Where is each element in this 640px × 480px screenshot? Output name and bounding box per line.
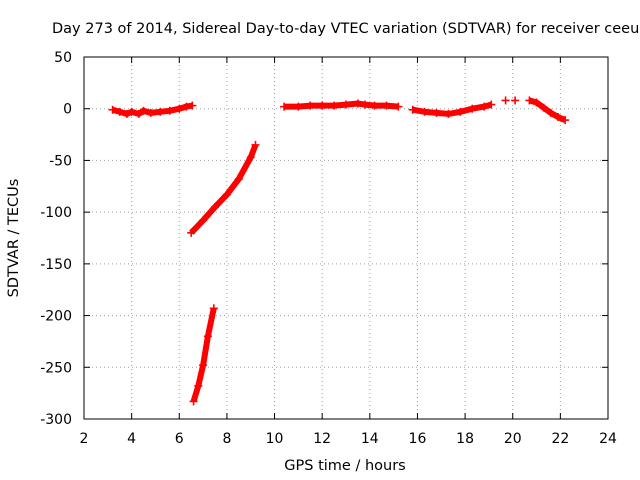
x-tick-label: 24	[599, 431, 617, 447]
y-tick-label: -300	[40, 412, 72, 428]
data-point	[539, 103, 548, 112]
x-tick-label: 18	[456, 431, 474, 447]
data-point	[127, 107, 136, 116]
data-trace	[190, 307, 217, 403]
series-segment-4	[280, 99, 403, 111]
data-point	[234, 175, 243, 184]
data-point	[246, 153, 255, 162]
x-axis-label: GPS time / hours	[284, 458, 405, 474]
series-segment-7	[525, 96, 570, 125]
data-point	[342, 100, 350, 109]
data-point	[432, 108, 441, 117]
data-point	[456, 107, 465, 116]
data-point	[203, 332, 212, 341]
data-point	[546, 108, 555, 117]
data-point	[199, 361, 208, 370]
y-tick-label: -150	[40, 257, 72, 273]
plot-frame	[83, 56, 609, 420]
x-tick-label: 20	[504, 431, 522, 447]
y-tick-label: -50	[49, 153, 72, 169]
y-tick-label: 0	[63, 102, 72, 118]
data-point	[294, 102, 303, 111]
data-point	[382, 101, 391, 110]
data-point	[189, 397, 198, 406]
data-trace	[189, 143, 259, 235]
y-axis-ticks: -300 -250 -200 -150 -100 -50 0 50	[40, 50, 608, 428]
data-point	[122, 109, 131, 118]
data-point	[251, 140, 260, 149]
data-point	[353, 99, 362, 108]
x-tick-label: 14	[361, 431, 379, 447]
data-point	[115, 107, 124, 116]
x-tick-label: 4	[127, 431, 136, 447]
data-point	[408, 105, 417, 114]
series-segment-6	[501, 96, 520, 105]
data-point	[487, 100, 496, 109]
y-axis-label: SDTVAR / TECUs	[6, 179, 22, 298]
series-segment-3	[189, 304, 218, 406]
data-point	[280, 102, 289, 111]
chart-title: Day 273 of 2014, Sidereal Day-to-day VTE…	[52, 21, 639, 37]
x-tick-label: 10	[266, 431, 284, 447]
data-point	[306, 101, 315, 110]
series-layer	[108, 96, 570, 406]
data-point	[525, 96, 534, 105]
x-tick-label: 8	[222, 431, 231, 447]
data-point	[511, 96, 520, 105]
series-segment-1	[108, 101, 197, 118]
data-point	[468, 104, 477, 113]
data-point	[318, 101, 327, 110]
data-point	[330, 101, 339, 110]
data-point	[222, 190, 231, 199]
data-point	[165, 106, 174, 115]
data-point	[188, 101, 197, 110]
x-tick-label: 12	[313, 431, 331, 447]
data-point	[444, 109, 453, 118]
data-point	[134, 109, 143, 118]
x-tick-label: 16	[409, 431, 427, 447]
data-point	[561, 116, 570, 125]
x-tick-label: 22	[551, 431, 569, 447]
data-point	[420, 107, 429, 116]
x-tick-label: 6	[175, 431, 184, 447]
x-tick-label: 2	[80, 431, 89, 447]
data-point	[480, 102, 489, 111]
data-point	[146, 108, 155, 117]
data-point	[182, 102, 191, 111]
x-axis-ticks: 2 4 6 8 10 12 14 16 18 20 22 24	[80, 57, 617, 447]
data-point	[361, 100, 370, 109]
data-point	[199, 216, 208, 225]
data-point	[194, 381, 203, 390]
y-tick-label: -100	[40, 205, 72, 221]
series-segment-2	[187, 140, 260, 237]
data-point	[187, 228, 196, 237]
data-point	[532, 98, 541, 107]
y-tick-label: 50	[54, 50, 72, 66]
data-point	[156, 107, 165, 116]
y-tick-label: -250	[40, 360, 72, 376]
data-point	[209, 304, 218, 313]
data-point	[108, 105, 117, 114]
data-point	[211, 202, 219, 211]
data-point	[175, 104, 184, 113]
plot-border	[83, 56, 609, 420]
series-segment-5	[408, 100, 496, 118]
data-point	[394, 102, 403, 111]
data-point	[553, 112, 562, 121]
data-point	[501, 96, 510, 105]
y-tick-label: -200	[40, 309, 72, 325]
data-point	[370, 101, 379, 110]
data-point	[139, 106, 148, 115]
